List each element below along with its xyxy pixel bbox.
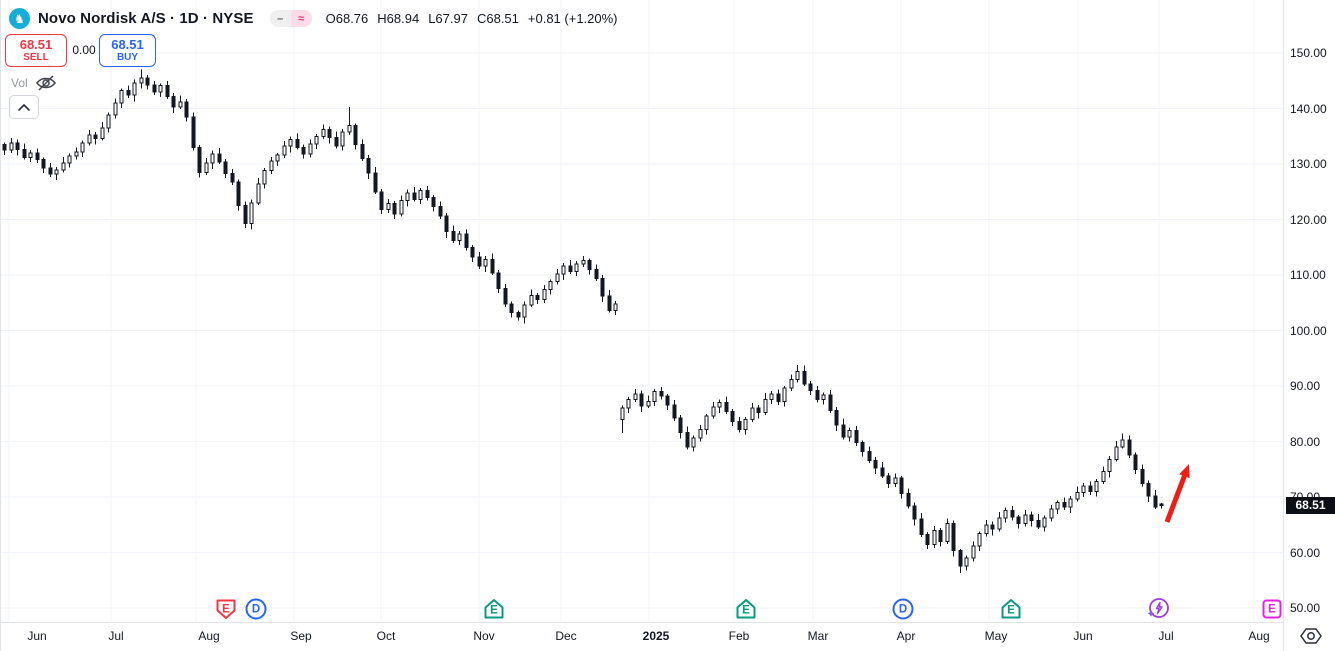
collapse-panel-button[interactable] bbox=[9, 95, 39, 119]
svg-text:D: D bbox=[899, 604, 907, 616]
price-tick-label: 110.00 bbox=[1290, 268, 1326, 282]
minus-pill-icon[interactable]: – bbox=[269, 10, 291, 27]
price-tick-label: 60.00 bbox=[1290, 545, 1321, 560]
close-value: C68.51 bbox=[476, 11, 519, 26]
time-tick-label: Oct bbox=[376, 629, 396, 643]
time-tick-label: Jun bbox=[27, 629, 47, 643]
ohlc-readout: O68.76 H68.94 L67.97 C68.51 +0.81 (+1.20… bbox=[326, 11, 618, 26]
time-tick-label: Jul bbox=[1158, 629, 1174, 643]
current-price-label: 68.51 bbox=[1286, 496, 1335, 514]
change-value: +0.81 (+1.20%) bbox=[527, 11, 618, 26]
chart-header: ♞ Novo Nordisk A/S · 1D · NYSE – ≈ O68.7… bbox=[9, 8, 618, 29]
earnings-badge-green[interactable]: E bbox=[482, 597, 506, 621]
price-tick-label: 120.00 bbox=[1290, 212, 1327, 227]
logo-glyph: ♞ bbox=[14, 11, 25, 26]
buy-label: BUY bbox=[116, 52, 139, 63]
dividend-badge[interactable]: D bbox=[891, 597, 915, 621]
price-tick-label: 50.00 bbox=[1290, 601, 1321, 615]
svg-text:E: E bbox=[490, 605, 498, 617]
time-tick-label: Mar bbox=[807, 629, 829, 643]
time-tick-label: May bbox=[984, 629, 1008, 643]
time-axis[interactable]: Jun Jul Aug Sep Oct Nov Dec 2025 Feb Mar Apr May Jun… bbox=[1, 622, 1283, 651]
status-pills[interactable]: – ≈ bbox=[269, 10, 312, 27]
time-tick-label: Jun bbox=[1073, 629, 1093, 643]
price-tick-label: 150.00 bbox=[1290, 46, 1327, 60]
time-tick-label: Apr bbox=[896, 629, 916, 643]
buy-price: 68.51 bbox=[111, 37, 144, 52]
trend-arrow-head bbox=[1179, 464, 1190, 479]
buy-button[interactable]: 68.51 BUY bbox=[99, 34, 156, 67]
time-tick-label: Jul bbox=[108, 629, 124, 643]
high-value: H68.94 bbox=[377, 11, 420, 26]
svg-text:E: E bbox=[742, 605, 750, 617]
low-value: L67.97 bbox=[428, 11, 468, 26]
novo-nordisk-logo[interactable]: ♞ bbox=[9, 8, 30, 29]
price-tick-label: 100.00 bbox=[1290, 323, 1327, 338]
symbol-title[interactable]: Novo Nordisk A/S · 1D · NYSE bbox=[38, 10, 254, 27]
settings-gear-icon[interactable] bbox=[1298, 625, 1324, 647]
svg-text:E: E bbox=[1007, 605, 1015, 617]
time-tick-label: Aug bbox=[1248, 629, 1270, 643]
sell-button[interactable]: 68.51 SELL bbox=[5, 34, 67, 67]
price-tick-label: 90.00 bbox=[1290, 379, 1321, 393]
time-tick-label: Aug bbox=[198, 629, 220, 643]
approx-pill-icon[interactable]: ≈ bbox=[290, 10, 312, 27]
dividend-badge[interactable]: D bbox=[244, 597, 268, 621]
candles-series bbox=[2, 69, 1164, 574]
spread-value: 0.00 bbox=[72, 43, 96, 57]
time-tick-label: 2025 bbox=[642, 629, 670, 643]
sell-label: SELL bbox=[23, 52, 49, 63]
price-tick-label: 130.00 bbox=[1290, 157, 1327, 171]
time-tick-label: Feb bbox=[728, 629, 750, 643]
trend-arrow-annotation[interactable] bbox=[1164, 475, 1187, 523]
earnings-badge-red[interactable]: E bbox=[214, 597, 238, 621]
svg-text:D: D bbox=[252, 604, 260, 616]
sell-price: 68.51 bbox=[19, 37, 53, 52]
price-tick-label: 140.00 bbox=[1290, 101, 1327, 116]
volume-indicator-row: Vol bbox=[11, 73, 57, 93]
earnings-badge-green[interactable]: E bbox=[734, 597, 758, 621]
volume-indicator-label: Vol bbox=[11, 76, 28, 90]
price-tick-label: 80.00 bbox=[1290, 434, 1321, 449]
open-value: O68.76 bbox=[325, 11, 369, 26]
price-axis[interactable]: 68.51 150.00 140.00 130.00 120.00 110.00 100.… bbox=[1283, 0, 1335, 651]
time-tick-label: Sep bbox=[290, 629, 312, 643]
earnings-badge-magenta[interactable]: E bbox=[1260, 597, 1284, 621]
svg-text:E: E bbox=[1268, 604, 1276, 616]
eye-off-icon[interactable] bbox=[35, 73, 57, 93]
svg-text:E: E bbox=[222, 604, 230, 616]
upcoming-earnings-badge[interactable] bbox=[1146, 597, 1170, 621]
earnings-badge-green[interactable]: E bbox=[999, 597, 1023, 621]
chevron-up-icon bbox=[18, 104, 30, 111]
time-tick-label: Dec bbox=[555, 629, 577, 643]
time-tick-label: Nov bbox=[473, 629, 495, 643]
